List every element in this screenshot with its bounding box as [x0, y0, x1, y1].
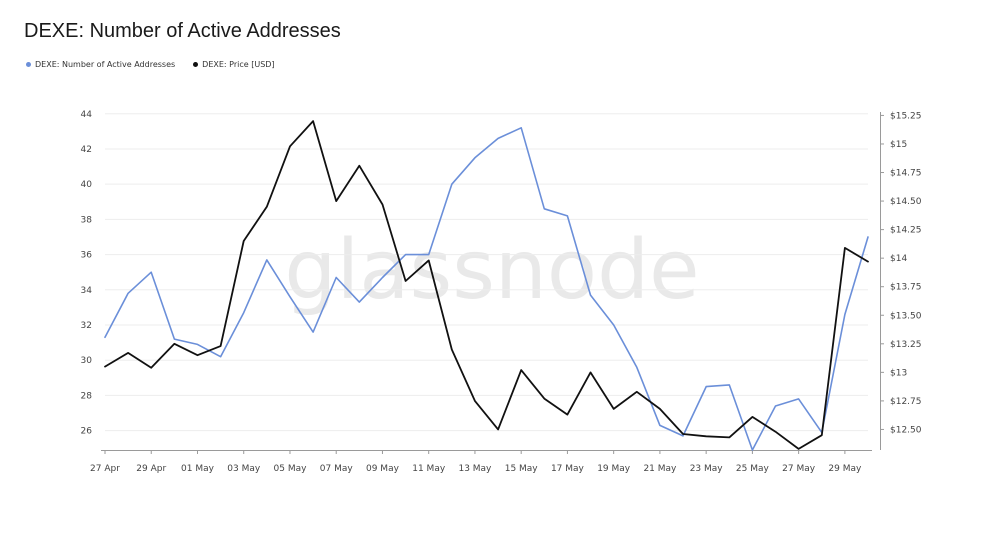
legend-label-addresses: DEXE: Number of Active Addresses [35, 60, 176, 69]
y-left-tick-label: 36 [81, 251, 93, 261]
legend-swatch-price [193, 62, 199, 67]
x-tick-label: 29 May [828, 464, 862, 474]
y-right-tick-label: $12.75 [890, 397, 922, 407]
y-left-tick-label: 40 [81, 180, 93, 190]
y-left-tick-label: 28 [81, 391, 93, 401]
x-tick-label: 21 May [643, 464, 677, 474]
x-tick-label: 01 May [181, 464, 215, 474]
x-tick-label: 15 May [505, 464, 539, 474]
x-tick-label: 27 Apr [90, 464, 120, 474]
x-tick-label: 19 May [597, 464, 631, 474]
y-right-tick-label: $15 [890, 140, 907, 150]
series-line-active-addresses [104, 127, 869, 451]
y-right-tick-label: $14.50 [890, 197, 922, 207]
y-left-tick-label: 42 [81, 145, 92, 155]
x-tick-label: 09 May [366, 464, 400, 474]
chart-title: DEXE: Number of Active Addresses [24, 20, 341, 42]
y-axis-left-ticks: 26 28 30 32 34 36 38 40 42 44 [81, 110, 93, 437]
x-tick-label: 13 May [458, 464, 492, 474]
y-axis-right-ticks: $12.50 $12.75 $13 $13.25 $13.50 $13.75 $14 $14.… [880, 111, 922, 435]
y-left-tick-label: 34 [81, 286, 93, 296]
x-tick-label: 05 May [274, 464, 308, 474]
y-right-tick-label: $14.75 [890, 169, 922, 179]
glassnode-watermark: glassnode [284, 223, 699, 318]
y-left-tick-label: 32 [81, 321, 92, 331]
y-left-tick-label: 26 [81, 427, 93, 437]
x-tick-label: 17 May [551, 464, 585, 474]
x-tick-label: 27 May [782, 464, 816, 474]
y-left-tick-label: 30 [81, 356, 93, 366]
y-left-tick-label: 44 [81, 110, 93, 120]
legend-item-addresses[interactable]: DEXE: Number of Active Addresses [26, 60, 175, 69]
legend-item-price[interactable]: DEXE: Price [USD] [193, 60, 275, 69]
x-tick-label: 03 May [227, 464, 261, 474]
series-line-price [104, 120, 869, 450]
x-tick-label: 07 May [320, 464, 354, 474]
x-tick-label: 29 Apr [136, 464, 166, 474]
x-tick-label: 25 May [736, 464, 770, 474]
y-right-tick-label: $13.75 [890, 283, 922, 293]
grid-lines [105, 113, 868, 432]
y-right-tick-label: $13 [890, 368, 907, 378]
y-right-tick-label: $14.25 [890, 226, 922, 236]
y-right-tick-label: $13.25 [890, 340, 922, 350]
legend-swatch-addresses [26, 62, 31, 67]
legend-label-price: DEXE: Price [USD] [202, 60, 275, 69]
axes [101, 112, 881, 451]
y-right-tick-label: $13.50 [890, 311, 922, 321]
y-right-tick-label: $14 [890, 254, 907, 264]
chart-legend: DEXE: Number of Active Addresses DEXE: P… [26, 60, 275, 69]
y-right-tick-label: $15.25 [890, 111, 922, 121]
x-tick-label: 11 May [412, 464, 446, 474]
y-right-tick-label: $12.50 [890, 425, 922, 435]
y-left-tick-label: 38 [81, 215, 93, 225]
series-lines [104, 120, 869, 451]
x-tick-label: 23 May [690, 464, 724, 474]
x-axis-ticks: 27 Apr 29 Apr 01 May 03 May 05 May 07 May 09 M… [90, 450, 862, 474]
